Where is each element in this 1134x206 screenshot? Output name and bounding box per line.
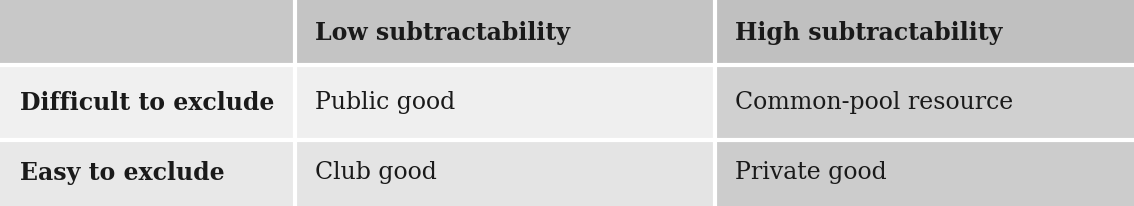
Text: Common-pool resource: Common-pool resource [736, 91, 1014, 114]
Bar [295, 0, 716, 65]
Bar [0, 0, 295, 65]
Bar [716, 65, 1134, 140]
Text: Public good: Public good [315, 91, 456, 114]
Text: Club good: Club good [315, 162, 438, 185]
Text: Private good: Private good [736, 162, 887, 185]
Bar [716, 0, 1134, 65]
Text: Easy to exclude: Easy to exclude [20, 161, 225, 185]
Bar [0, 65, 295, 140]
Text: Difficult to exclude: Difficult to exclude [20, 90, 274, 115]
Bar [716, 140, 1134, 206]
Bar [295, 140, 716, 206]
Bar [0, 140, 295, 206]
Text: High subtractability: High subtractability [736, 21, 1002, 44]
Text: Low subtractability: Low subtractability [315, 21, 570, 44]
Bar [295, 65, 716, 140]
